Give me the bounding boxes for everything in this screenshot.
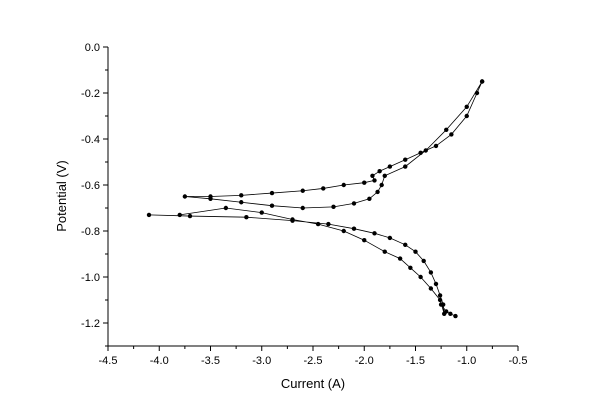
data-point (453, 313, 458, 319)
data-point (438, 302, 444, 307)
x-tick-label: -4.5 (99, 355, 118, 367)
data-point (387, 235, 393, 241)
y-tick-label: -1.0 (81, 272, 100, 284)
data-point (372, 231, 377, 236)
series-line-3 (440, 304, 456, 317)
series-line-2 (148, 207, 445, 314)
data-point (418, 150, 423, 155)
data-point (464, 104, 469, 110)
data-point (259, 210, 264, 215)
data-point (351, 226, 357, 231)
data-point (403, 242, 408, 247)
data-point (449, 132, 454, 137)
data-point (321, 186, 326, 191)
data-point (146, 212, 152, 218)
x-tick-label: -4.0 (150, 355, 169, 367)
series-line-1 (184, 81, 483, 209)
data-point (341, 182, 346, 188)
x-axis-ticks: -4.5 -4.0 -3.5 -3.0 -2.5 -2.0 -1.5 -1.0 -0.5 (99, 346, 528, 367)
data-point (375, 189, 380, 195)
y-tick-label: -0.2 (81, 88, 100, 100)
data-point (379, 182, 384, 188)
data-point (437, 297, 443, 303)
data-point (377, 169, 382, 174)
x-tick-label: -2.0 (355, 355, 374, 367)
data-point (387, 164, 393, 169)
x-axis-title: Current (A) (281, 376, 345, 391)
y-tick-label: -0.8 (81, 226, 100, 238)
y-axis-title: Potential (V) (54, 160, 69, 232)
data-point (397, 256, 403, 261)
x-tick-label: -0.5 (509, 355, 528, 367)
data-point (370, 173, 375, 178)
data-point (223, 205, 229, 211)
x-tick-label: -2.5 (304, 355, 323, 367)
y-axis-ticks: 0.0 -0.2 -0.4 -0.6 -0.8 -1.0 -1.2 (81, 42, 108, 347)
data-point (367, 196, 372, 201)
data-point (408, 265, 413, 270)
data-point (423, 148, 428, 153)
data-point (444, 309, 449, 314)
data-point (428, 270, 434, 275)
data-point (290, 217, 295, 222)
y-tick-label: -1.2 (81, 318, 100, 330)
data-point (269, 203, 275, 208)
x-tick-label: -3.0 (252, 355, 271, 367)
data-point (351, 201, 357, 206)
data-point (182, 194, 188, 199)
data-point (269, 190, 275, 196)
data-point (474, 90, 480, 96)
y-tick-label: 0.0 (85, 42, 100, 54)
data-point (479, 79, 485, 84)
data-point (464, 113, 469, 119)
data-point (244, 215, 249, 220)
data-point (372, 178, 377, 183)
y-tick-label: -0.6 (81, 180, 100, 192)
data-point (448, 311, 453, 316)
x-tick-label: -1.5 (406, 355, 425, 367)
data-point (382, 249, 387, 254)
data-point (187, 213, 193, 219)
data-point (341, 228, 346, 234)
x-tick-label: -1.0 (457, 355, 476, 367)
data-point (382, 173, 387, 178)
data-point (433, 281, 439, 287)
data-point (300, 205, 305, 211)
data-point (315, 221, 321, 227)
data-point (413, 249, 418, 254)
data-point (239, 193, 244, 198)
data-point (428, 286, 434, 291)
data-point (239, 200, 244, 205)
data-point (433, 143, 439, 149)
plot-area (107, 47, 518, 347)
data-point (418, 274, 423, 280)
data-point (326, 221, 331, 227)
data-point (437, 293, 443, 298)
data-point (362, 180, 367, 185)
x-tick-label: -3.5 (201, 355, 220, 367)
data-point (208, 196, 213, 201)
series-layer (146, 79, 485, 319)
data-point (362, 238, 367, 243)
data-point (403, 164, 408, 169)
data-point (444, 127, 449, 132)
data-point (177, 212, 182, 218)
y-tick-label: -0.4 (81, 134, 100, 146)
data-point (403, 157, 408, 162)
data-point (421, 258, 426, 264)
data-point (331, 204, 336, 210)
data-point (300, 188, 305, 193)
